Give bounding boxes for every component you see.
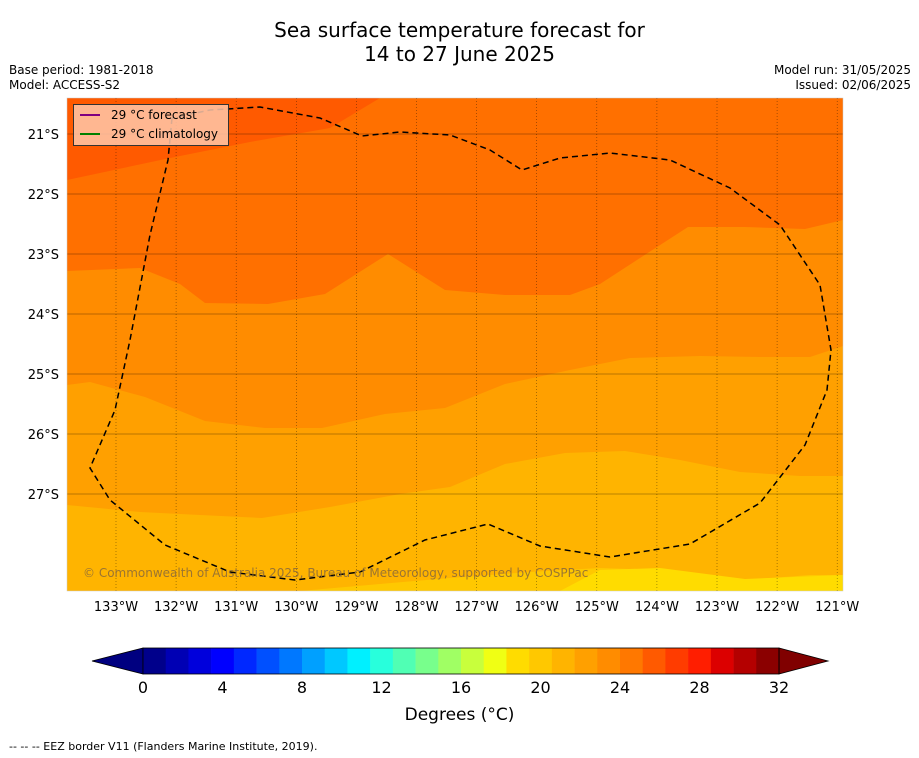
copyright-notice: © Commonwealth of Australia 2025, Bureau… [83,566,589,580]
lat-labels: 21°S 22°S 23°S 24°S 25°S 26°S 27°S [28,128,59,503]
colorbar-segment [506,648,530,674]
colorbar-tick-label: 20 [530,678,551,697]
colorbar-title: Degrees (°C) [404,705,515,725]
colorbar-segment [370,648,394,674]
lat-label: 21°S [28,128,59,143]
lon-label: 132°W [154,600,198,615]
lat-label: 26°S [28,428,59,443]
lon-label: 131°W [214,600,258,615]
colorbar-segment [211,648,235,674]
colorbar-segment [143,648,167,674]
colorbar-segment [529,648,553,674]
colorbar-tick-label: 12 [371,678,392,697]
colorbar-tick-label: 24 [609,678,631,697]
lat-label: 23°S [28,248,59,263]
lon-label: 127°W [455,600,499,615]
eez-border [89,106,832,581]
colorbar-segment [165,648,189,674]
colorbar-segment [733,648,757,674]
eez-footnote: -- -- -- EEZ border V11 (Flanders Marine… [9,740,318,753]
colorbar-tick-label: 32 [768,678,790,697]
title-line-1: Sea surface temperature forecast for [274,18,645,42]
colorbar-frame [142,647,780,675]
colorbar-segment [302,648,326,674]
forecast-line-swatch [80,113,100,116]
band-25 [67,451,843,591]
legend-climatology-label: 29 °C climatology [111,126,219,141]
colorbar-segment [256,648,280,674]
colorbar-segment [597,648,621,674]
colorbar-segment [279,648,303,674]
colorbar-tick-label: 0 [137,678,149,697]
model-name: Model: ACCESS-S2 [9,78,121,92]
colorbar-segment [461,648,485,674]
colorbar-segment [756,648,780,674]
legend-climatology: 29 °C climatology [74,124,228,143]
map-title: Sea surface temperature forecast for 14 … [0,18,919,66]
colorbar-under-arrow [91,647,144,675]
colorbar-tick-label: 8 [296,678,308,697]
lat-label: 27°S [28,488,59,503]
colorbar-over-arrow [778,647,830,675]
meta-left: Base period: 1981-2018 Model: ACCESS-S2 [9,63,154,93]
climatology-line-swatch [80,132,100,135]
lon-labels: 133°W 132°W 131°W 130°W 129°W 128°W 127°W 126°W… [94,600,860,615]
colorbar-segment [710,648,734,674]
contour-legend: 29 °C forecast 29 °C climatology [73,104,229,146]
gridlines [67,98,843,591]
colorbar-tick-label: 28 [689,678,710,697]
colorbar-segment [483,648,507,674]
colorbar-segment [438,648,462,674]
colorbar-segment [415,648,439,674]
colorbar-segment [551,648,575,674]
lon-label: 129°W [334,600,378,615]
colorbar-segment [233,648,257,674]
lat-label: 22°S [28,188,59,203]
colorbar-segment [642,648,666,674]
colorbar-segment [574,648,598,674]
colorbar-segment [392,648,416,674]
colorbar-segment [665,648,689,674]
colorbar [91,647,830,675]
lon-label: 133°W [94,600,138,615]
lon-label: 122°W [755,600,799,615]
base-period: Base period: 1981-2018 [9,63,154,77]
lon-label: 123°W [695,600,739,615]
colorbar-tick-label: 16 [450,678,472,697]
legend-forecast-label: 29 °C forecast [111,107,197,122]
lon-label: 125°W [575,600,619,615]
issued-date: Issued: 02/06/2025 [795,78,911,92]
temperature-field [67,98,843,591]
lon-label: 128°W [394,600,438,615]
legend-forecast: 29 °C forecast [74,105,228,124]
title-line-2: 14 to 27 June 2025 [364,42,555,66]
lat-label: 24°S [28,308,59,323]
colorbar-segment [620,648,644,674]
map-frame [66,97,844,592]
colorbar-segment [688,648,712,674]
colorbar-tick-label: 4 [217,678,228,697]
lat-label: 25°S [28,368,59,383]
model-run: Model run: 31/05/2025 [773,63,911,77]
colorbar-segment [324,648,348,674]
lon-label: 121°W [815,600,859,615]
colorbar-segment [347,648,371,674]
colorbar-segment [188,648,212,674]
lon-label: 130°W [274,600,318,615]
lon-label: 124°W [635,600,679,615]
band-23 [560,568,843,591]
lon-label: 126°W [515,600,559,615]
meta-right: Model run: 31/05/2025 Issued: 02/06/2025 [774,63,911,93]
